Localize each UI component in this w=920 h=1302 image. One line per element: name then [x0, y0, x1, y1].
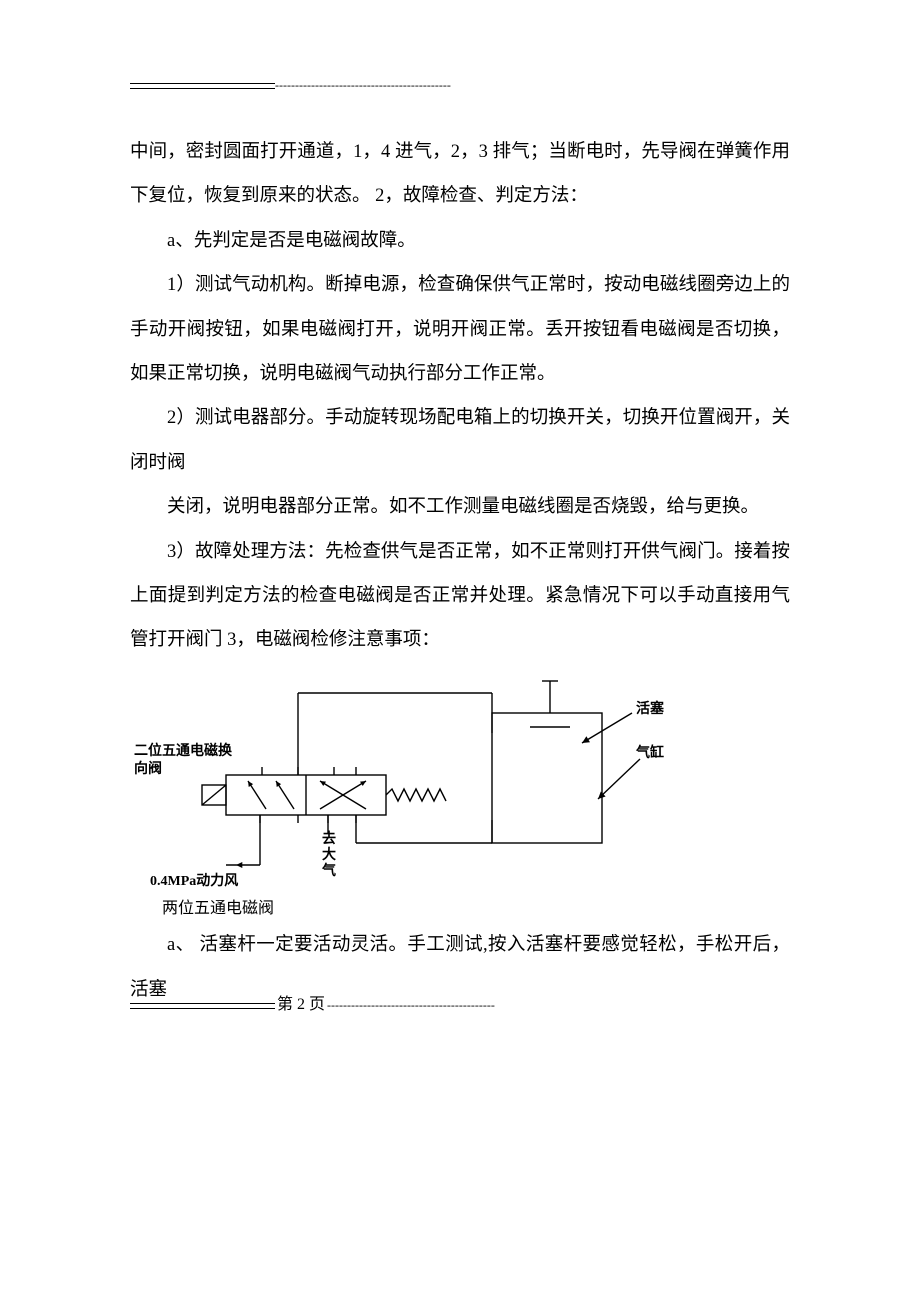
paragraph-1: 中间，密封圆面打开通道，1，4 进气，2，3 排气；当断电时，先导阀在弹簧作用下…	[130, 130, 790, 219]
svg-text:活塞: 活塞	[636, 700, 665, 717]
svg-text:0.4MPa动力风: 0.4MPa动力风	[150, 872, 238, 889]
svg-text:气: 气	[321, 862, 336, 879]
header-dashes: ----------------------------------------…	[275, 78, 451, 93]
footer-dashes: ----------------------------------------…	[327, 998, 495, 1013]
footer-rule: 第 2 页 ----------------------------------…	[130, 990, 790, 1014]
svg-text:向阀: 向阀	[134, 760, 162, 777]
header-squiggle	[130, 83, 275, 89]
svg-text:气缸: 气缸	[635, 744, 664, 761]
footer-squiggle	[130, 1003, 275, 1009]
svg-text:去: 去	[322, 830, 336, 847]
diagram-svg-wrap: 二位五通电磁换向阀 0.4MPa动力风 去大气 活塞气缸	[130, 675, 670, 912]
svg-text:大: 大	[322, 846, 336, 863]
paragraph-6: 3）故障处理方法：先检查供气是否正常，如不正常则打开供气阀门。接着按上面提到判定…	[130, 530, 790, 663]
footer-page-number: 第 2 页	[277, 990, 325, 1014]
header-rule: ----------------------------------------…	[130, 78, 790, 93]
paragraph-5: 关闭，说明电器部分正常。如不工作测量电磁线圈是否烧毁，给与更换。	[130, 485, 790, 529]
body-content: 中间，密封圆面打开通道，1，4 进气，2，3 排气；当断电时，先导阀在弹簧作用下…	[130, 130, 790, 1012]
paragraph-2: a、先判定是否是电磁阀故障。	[130, 219, 790, 263]
paragraph-4: 2）测试电器部分。手动旋转现场配电箱上的切换开关，切换开位置阀开，关闭时阀	[130, 396, 790, 485]
diagram-svg: 二位五通电磁换向阀 0.4MPa动力风 去大气 活塞气缸	[130, 675, 670, 895]
paragraph-3: 1）测试气动机构。断掉电源，检查确保供气正常时，按动电磁线圈旁边上的手动开阀按钮…	[130, 263, 790, 396]
svg-text:二位五通电磁换: 二位五通电磁换	[134, 742, 233, 759]
document-page: ----------------------------------------…	[0, 0, 920, 1072]
diagram: 二位五通电磁换向阀 0.4MPa动力风 去大气 活塞气缸	[130, 675, 790, 895]
